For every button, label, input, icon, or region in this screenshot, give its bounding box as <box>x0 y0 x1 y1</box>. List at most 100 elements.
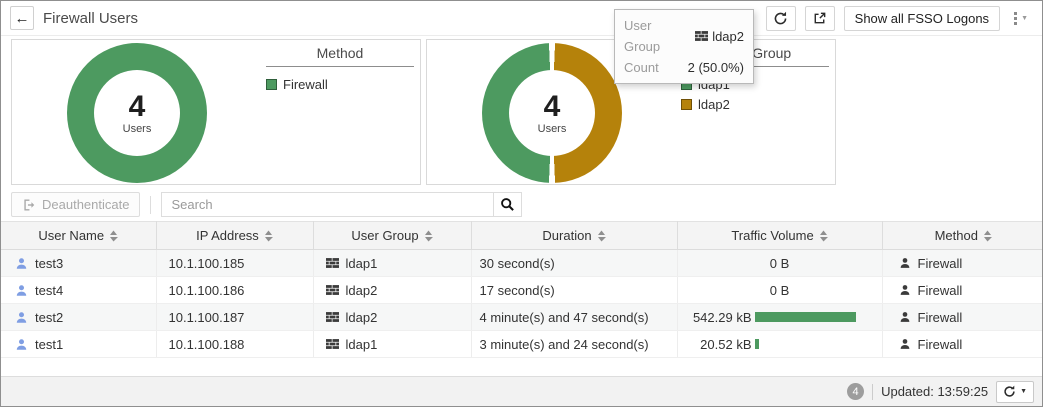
table-body: test3 10.1.100.185 ldap1 30 second(s) 0 B Fir… <box>1 249 1042 358</box>
ip-address: 10.1.100.188 <box>168 336 245 352</box>
search-button[interactable] <box>493 192 523 217</box>
deauthenticate-label: Deauthenticate <box>42 197 130 212</box>
logout-icon <box>24 198 35 211</box>
updated-timestamp: Updated: 13:59:25 <box>881 384 989 399</box>
user-name: test2 <box>35 309 64 325</box>
donut-center: 4 Users <box>509 70 595 156</box>
user-icon <box>16 284 27 296</box>
ip-address: 10.1.100.185 <box>168 255 245 271</box>
user-group-icon <box>325 339 339 349</box>
table-toolbar: Deauthenticate <box>1 188 1042 221</box>
donut-chart[interactable]: 4 Users <box>482 43 622 183</box>
column-header-ip-address[interactable]: IP Address <box>156 221 314 250</box>
row-count-badge: 4 <box>847 383 865 400</box>
traffic-bar <box>754 312 856 322</box>
user-group: ldap1 <box>345 336 378 352</box>
tooltip-label: Count <box>624 60 659 75</box>
footer-divider <box>872 383 874 400</box>
table-row[interactable]: test3 10.1.100.185 ldap1 30 second(s) 0 B Fir… <box>1 249 1042 277</box>
external-link-icon <box>814 12 826 23</box>
user-name: test3 <box>35 255 64 271</box>
legend-item: ldap2 <box>681 97 829 112</box>
traffic-value: 542.29 kB <box>692 309 752 325</box>
chevron-down-icon: ▼ <box>1021 14 1028 22</box>
legend-swatch <box>266 79 277 90</box>
firewall-method-icon <box>900 285 909 295</box>
open-in-window-button[interactable] <box>804 5 835 31</box>
duration: 3 minute(s) and 24 second(s) <box>479 336 649 352</box>
donut-center: 4 Users <box>94 70 180 156</box>
firewall-method-icon <box>900 339 909 349</box>
traffic-value: 0 B <box>769 255 790 271</box>
column-label: Method <box>934 228 978 243</box>
kebab-menu-icon <box>1014 11 1018 25</box>
more-options-menu[interactable]: ▼ <box>1009 10 1033 27</box>
ip-address: 10.1.100.186 <box>168 282 245 298</box>
search-box <box>161 192 523 217</box>
user-group-icon <box>695 31 709 41</box>
auto-refresh-button[interactable]: ▼ <box>996 380 1034 403</box>
traffic-value: 20.52 kB <box>700 336 752 352</box>
method: Firewall <box>917 282 963 298</box>
donut-chart[interactable]: 4 Users <box>67 43 207 183</box>
user-group: ldap1 <box>345 255 378 271</box>
column-header-method[interactable]: Method <box>882 221 1042 250</box>
tooltip-row: Count 2 (50.0%) <box>624 57 744 78</box>
sort-icon <box>983 230 992 241</box>
column-header-user-group[interactable]: User Group <box>313 221 472 250</box>
legend-items: Firewall <box>266 77 414 92</box>
user-icon <box>16 338 27 350</box>
column-label: IP Address <box>196 228 259 243</box>
table-row[interactable]: test1 10.1.100.188 ldap1 3 minute(s) and 24… <box>1 330 1042 358</box>
user-group-icon <box>325 258 339 268</box>
status-footer: 4 Updated: 13:59:25 ▼ <box>1 376 1042 406</box>
user-group-icon <box>325 312 339 322</box>
user-group-icon <box>325 285 339 295</box>
table-header-row: User Name IP Address User Group Duration Tra… <box>1 221 1042 250</box>
table-row[interactable]: test2 10.1.100.187 ldap2 4 minute(s) and 47… <box>1 303 1042 331</box>
search-input[interactable] <box>161 192 494 217</box>
chart-tooltip: User Group ldap2 Count 2 (50.0%) <box>614 9 754 84</box>
toolbar-divider <box>150 195 152 214</box>
table-row[interactable]: test4 10.1.100.186 ldap2 17 second(s) 0 B Fir… <box>1 276 1042 304</box>
sort-icon <box>597 230 606 241</box>
ip-address: 10.1.100.187 <box>168 309 245 325</box>
legend-label: Firewall <box>283 77 328 92</box>
method: Firewall <box>917 255 963 271</box>
back-arrow-icon: ← <box>14 9 30 27</box>
column-header-duration[interactable]: Duration <box>471 221 678 250</box>
tooltip-count-value: 2 (50.0%) <box>687 60 744 75</box>
column-header-traffic-volume[interactable]: Traffic Volume <box>677 221 883 250</box>
refresh-icon <box>1004 385 1015 397</box>
refresh-button[interactable] <box>765 5 796 31</box>
column-label: Traffic Volume <box>731 228 814 243</box>
donut-center-value: 4 <box>128 89 146 123</box>
sort-icon <box>110 230 119 241</box>
tooltip-row: User Group ldap2 <box>624 15 744 57</box>
column-header-user-name[interactable]: User Name <box>1 221 157 250</box>
back-button[interactable]: ← <box>10 6 34 30</box>
deauthenticate-button[interactable]: Deauthenticate <box>11 192 141 217</box>
column-label: User Group <box>351 228 419 243</box>
donut-center-value: 4 <box>543 89 561 123</box>
traffic-value: 0 B <box>769 282 790 298</box>
user-group: ldap2 <box>345 282 378 298</box>
tooltip-group-name: ldap2 <box>712 28 744 44</box>
refresh-icon <box>774 11 787 24</box>
show-fsso-logons-button[interactable]: Show all FSSO Logons <box>843 5 1001 31</box>
legend-item: Firewall <box>266 77 414 92</box>
legend-label: ldap2 <box>698 97 730 112</box>
column-label: Duration <box>542 228 592 243</box>
duration: 17 second(s) <box>479 282 555 298</box>
traffic-bar <box>754 339 759 349</box>
tooltip-label: User Group <box>624 18 661 54</box>
donut-center-label: Users <box>537 122 567 135</box>
page-title: Firewall Users <box>43 9 139 27</box>
legend-swatch <box>681 99 692 110</box>
duration: 30 second(s) <box>479 255 555 271</box>
user-name: test1 <box>35 336 64 352</box>
legend-title: Method <box>266 45 414 67</box>
chart-panel: 4 Users Method Firewall <box>11 39 421 185</box>
firewall-method-icon <box>900 312 909 322</box>
